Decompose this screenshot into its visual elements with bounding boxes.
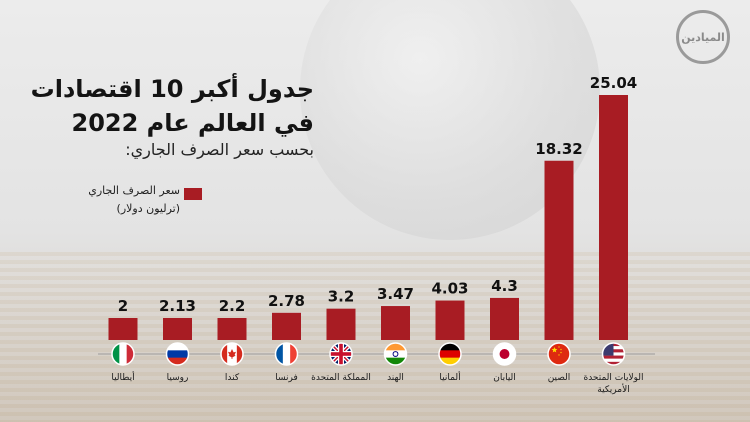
category-label: الولايات المتحدة [583,373,643,383]
russia-flag-icon [165,342,190,366]
flag-border [329,342,353,366]
italy-flag-icon [111,342,135,366]
canada-flag-icon [220,342,244,366]
legend: سعر الصرف الجاري (ترليون دولار) [88,184,212,224]
flag-fill [439,343,461,365]
flag-border [165,342,190,366]
flag-border [274,342,299,366]
category-label: الأمريكية [597,383,629,395]
bar [381,306,410,340]
bar [108,318,138,340]
bar [217,318,247,340]
category-label: اليابان [493,373,516,383]
bar [544,160,574,340]
flag-fill [112,343,134,365]
uk-flag-icon [329,342,353,366]
legend-unit: (ترليون دولار) [116,202,180,215]
india-flag-icon [383,342,408,366]
flag-fill [275,343,298,365]
flag-border [383,342,408,366]
china-flag-icon [547,342,571,366]
logo-text: الميادين [681,30,725,44]
chart-title: جدول أكبر 10 اقتصادات في العالم عام 2022 [14,72,314,140]
france-flag-icon [274,342,299,366]
category-label: المملكة المتحدة [311,373,371,383]
value-label: 2.78 [268,292,305,310]
category-label: روسيا [167,373,189,383]
legend-swatch [184,188,202,200]
chart-subtitle: بحسب سعر الصرف الجاري: [125,140,314,159]
germany-flag-icon [438,342,462,366]
flag-border [111,342,135,366]
value-label: 2.2 [219,297,246,315]
value-label: 18.32 [535,140,582,158]
flag-fill [602,343,625,365]
bar [490,297,519,340]
category-label: أيطاليا [111,371,134,383]
flag-fill [384,343,407,365]
bar [599,95,628,340]
japan-flag-icon [492,342,517,366]
value-label: 3.47 [377,285,414,303]
value-label: 25.04 [590,74,637,92]
category-label: ألمانيا [439,371,460,383]
bar [163,318,192,340]
category-label: فرنسا [275,373,298,383]
value-label: 3.2 [328,288,355,306]
category-label: الصين [548,373,571,383]
bar [435,300,465,340]
usa-flag-icon [601,342,626,366]
flag-border [492,342,517,366]
category-label: الهند [387,373,404,383]
category-label: كندا [225,373,240,383]
value-label: 2 [118,297,128,315]
channel-logo: الميادين [676,10,730,64]
flag-fill [493,343,516,365]
bar [326,308,356,340]
legend-label: سعر الصرف الجاري [88,184,180,197]
flag-border [220,342,244,366]
flag-fill [166,343,189,365]
value-label: 4.03 [431,280,468,298]
value-label: 2.13 [159,297,196,315]
title-line-1: جدول أكبر 10 اقتصادات [30,75,314,103]
flag-fill [548,343,570,365]
flag-border [601,342,626,366]
flag-border [438,342,462,366]
bar [272,312,301,340]
title-line-2: في العالم عام 2022 [71,109,314,137]
flag-border [547,342,571,366]
flag-fill [221,343,243,365]
value-label: 4.3 [491,277,518,295]
